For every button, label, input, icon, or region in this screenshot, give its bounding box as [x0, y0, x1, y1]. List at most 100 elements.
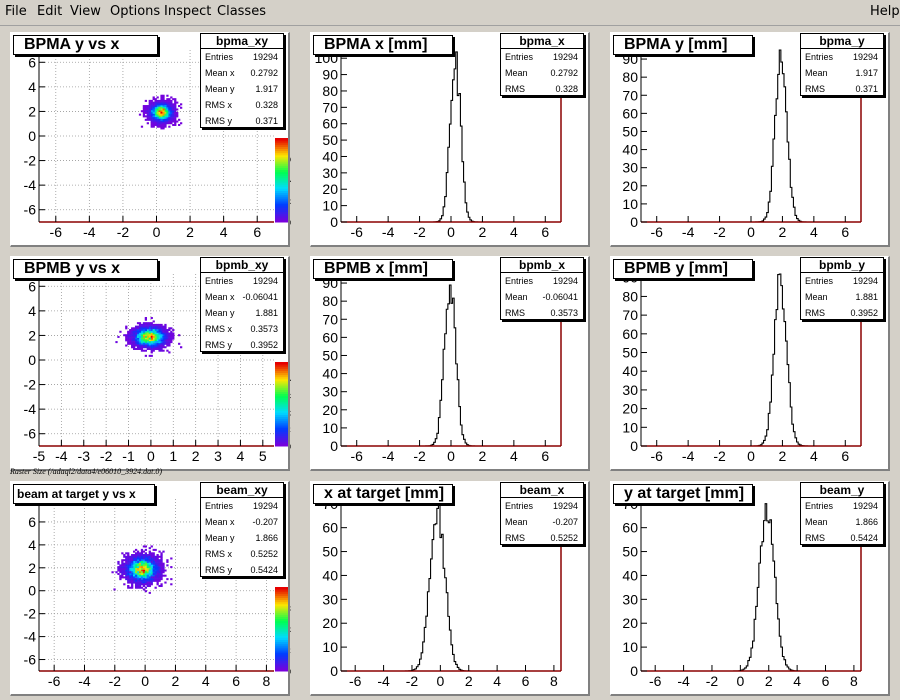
heat-cell: [152, 96, 155, 99]
heat-cell: [164, 325, 167, 328]
heat-cell: [158, 349, 161, 352]
menu-edit[interactable]: Edit: [37, 4, 63, 19]
heat-cell: [129, 332, 132, 335]
heat-cell: [148, 554, 151, 557]
heat-cell: [133, 578, 136, 581]
heat-cell: [156, 560, 159, 563]
heat-cell: [158, 585, 161, 588]
pad-beam-y[interactable]: -6-4-202468010203040506070y at target [m…: [610, 481, 890, 696]
heat-cell: [142, 332, 146, 335]
heat-cell: [136, 574, 140, 577]
menu-classes[interactable]: Classes: [217, 4, 266, 19]
stats-row: RMS 0.328: [501, 81, 583, 97]
heat-cell: [150, 569, 153, 572]
y-tick-label: 20: [622, 615, 638, 631]
heat-cell: [148, 547, 151, 550]
heat-cell: [134, 578, 138, 581]
x-tick-label: -4: [83, 224, 96, 240]
menu-help[interactable]: Help: [870, 4, 900, 19]
heat-cell: [134, 344, 138, 347]
heat-cell: [172, 337, 175, 340]
heat-cell: [129, 571, 132, 574]
y-tick-label: 30: [622, 160, 638, 176]
heat-cell: [119, 578, 122, 581]
color-scale-step: [275, 163, 288, 166]
pad-beam-xy[interactable]: 0 10 20 30 -6 -4 -2 0 2 4 6 8 -6 -4 -2 0 2 4 6 beam at targ…: [10, 481, 291, 696]
pad-bpma-x[interactable]: -6 -4 -2 0 2 4 6 0 10 20 30 40 50 60 70 80 90 100 BPMA x […: [310, 32, 590, 247]
pad-bpmb-xy[interactable]: 010203040-5-4-3-2-1012345-6-4-20246BPMB …: [10, 256, 291, 471]
menu-options[interactable]: Options: [110, 4, 161, 19]
plot-beam-xy: 0 10 20 30 -6 -4 -2 0 2 4 6 8 -6 -4 -2 0 2 4 6: [24, 499, 291, 689]
heat-cell: [158, 335, 161, 338]
heat-cell: [160, 347, 163, 350]
heat-cell: [148, 103, 151, 106]
heat-cell: [136, 552, 140, 555]
heat-cell: [162, 99, 165, 102]
heat-cell: [168, 351, 171, 354]
heat-cell: [160, 120, 163, 123]
heat-cell: [152, 579, 155, 582]
stats-value: 19294: [552, 52, 578, 62]
color-scale-step: [275, 213, 288, 217]
color-scale-step: [275, 364, 288, 367]
heat-cell: [166, 559, 169, 562]
heat-cell: [160, 99, 163, 102]
heat-cell: [125, 560, 128, 563]
pad-beam-x[interactable]: -6-4-202468010203040506070x at target [m…: [310, 481, 590, 696]
heat-cell: [133, 581, 136, 584]
stats-box-bpma-xy: bpma_xy Entries 19294 Mean x 0.2792 Mean y 1.9…: [200, 33, 284, 128]
heat-cell: [142, 330, 146, 333]
heat-cell: [131, 335, 134, 338]
heat-cell: [160, 342, 163, 345]
menu-file[interactable]: File: [5, 4, 27, 19]
heat-cell: [152, 349, 155, 352]
stats-label: RMS: [505, 84, 525, 94]
heat-cell: [136, 557, 140, 560]
menu-view[interactable]: View: [70, 4, 101, 19]
heat-cell: [131, 571, 134, 574]
heat-cell: [144, 332, 148, 335]
heat-cell: [162, 562, 165, 565]
y-tick-label: 4: [28, 303, 36, 319]
heat-cell: [160, 325, 163, 328]
heat-cell: [162, 337, 165, 340]
heat-cell: [133, 330, 136, 333]
menu-inspect[interactable]: Inspect: [164, 4, 212, 19]
heat-cell: [160, 334, 163, 337]
heat-cell: [172, 108, 175, 111]
heat-cell: [156, 567, 159, 570]
color-scale-step: [275, 622, 288, 626]
heat-cell: [166, 108, 169, 111]
heat-cell: [142, 106, 146, 109]
heat-cell: [125, 339, 128, 342]
heat-cell: [125, 574, 128, 577]
heat-cell: [144, 317, 148, 320]
heat-cell: [152, 548, 155, 551]
heat-cell: [142, 115, 146, 118]
heat-cell: [176, 113, 179, 116]
heat-cell: [138, 566, 142, 569]
heat-cell: [166, 330, 169, 333]
heat-cell: [123, 571, 126, 574]
heat-cell: [166, 118, 169, 121]
y-tick-label: 50: [322, 132, 338, 148]
color-scale-step: [275, 641, 288, 645]
heat-cell: [136, 572, 140, 575]
y-tick-label: 20: [322, 615, 338, 631]
heat-cell: [164, 117, 167, 120]
x-tick-label: 6: [232, 673, 240, 689]
pad-bpmb-x[interactable]: -6 -4 -2 0 2 4 6 0 10 20 30 40 50 60 70 80 90 BPMB x [mm]…: [310, 256, 590, 471]
heat-cell: [146, 330, 149, 333]
heat-cell: [150, 574, 153, 577]
heat-cell: [160, 554, 163, 557]
heat-cell: [160, 552, 163, 555]
heat-cell: [162, 327, 165, 330]
heat-cell: [127, 559, 130, 562]
pad-bpma-y[interactable]: -6 -4 -2 0 2 4 6 0 10 20 30 40 50 60 70 80 90 BPMA y [mm]…: [610, 32, 890, 247]
stats-row: Mean x -0.06041: [201, 289, 283, 305]
heat-cell: [150, 120, 153, 123]
heat-cell: [150, 555, 153, 558]
